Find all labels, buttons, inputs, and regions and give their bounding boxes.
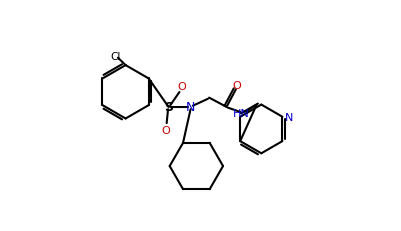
Text: HN: HN [233, 108, 249, 118]
Text: O: O [162, 125, 170, 135]
Text: O: O [231, 81, 240, 91]
Text: N: N [185, 101, 195, 114]
Text: N: N [284, 112, 292, 122]
Text: O: O [176, 82, 185, 92]
Text: Cl: Cl [110, 52, 120, 62]
Text: S: S [164, 101, 172, 114]
